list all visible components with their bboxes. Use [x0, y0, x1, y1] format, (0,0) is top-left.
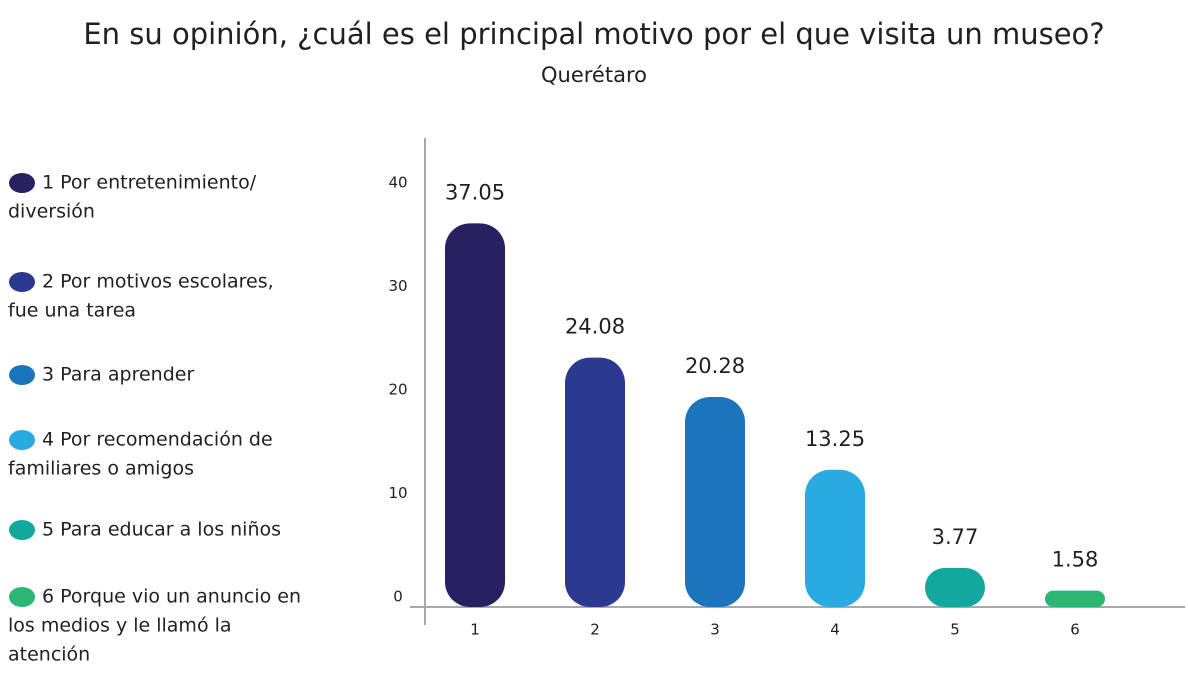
legend-marker	[9, 272, 35, 292]
y-tick-label: 40	[388, 173, 407, 191]
legend-label: familiares o amigos	[8, 458, 194, 480]
legend-marker	[9, 430, 35, 450]
bar	[805, 469, 865, 607]
x-tick-label: 3	[710, 621, 720, 639]
bar	[445, 223, 505, 607]
value-label: 20.28	[685, 354, 745, 378]
value-label: 13.25	[805, 427, 865, 451]
legend-label: fue una tarea	[8, 300, 136, 322]
bar	[925, 567, 985, 607]
legend-label: 6 Porque vio un anuncio en	[42, 586, 301, 608]
bar	[565, 357, 625, 607]
x-tick-label: 4	[830, 621, 840, 639]
chart-subtitle: Querétaro	[541, 63, 647, 87]
legend-marker	[9, 520, 35, 540]
legend-label: los medios y le llamó la	[8, 615, 232, 637]
bar	[1045, 590, 1105, 607]
legend-marker	[9, 365, 35, 385]
y-tick-label: 20	[388, 380, 407, 398]
legend-label: diversión	[8, 201, 95, 223]
x-tick-label: 5	[950, 621, 960, 639]
chart-title: En su opinión, ¿cuál es el principal mot…	[83, 17, 1104, 51]
legend-label: atención	[8, 644, 90, 666]
legend-marker	[9, 587, 35, 607]
y-tick-label: 0	[393, 588, 403, 606]
bar	[685, 396, 745, 607]
value-label: 24.08	[565, 315, 625, 339]
x-tick-label: 2	[590, 621, 600, 639]
legend-label: 1 Por entretenimiento/	[42, 172, 257, 194]
value-label: 37.05	[445, 180, 505, 204]
legend-label: 4 Por recomendación de	[42, 429, 273, 451]
legend-label: 5 Para educar a los niños	[42, 519, 281, 541]
legend-label: 3 Para aprender	[42, 364, 194, 386]
x-tick-label: 6	[1070, 621, 1080, 639]
x-tick-label: 1	[470, 621, 480, 639]
y-tick-label: 10	[388, 484, 407, 502]
legend-marker	[9, 173, 35, 193]
value-label: 3.77	[932, 525, 979, 549]
value-label: 1.58	[1052, 548, 1099, 572]
legend-label: 2 Por motivos escolares,	[42, 271, 274, 293]
y-tick-label: 30	[388, 277, 407, 295]
